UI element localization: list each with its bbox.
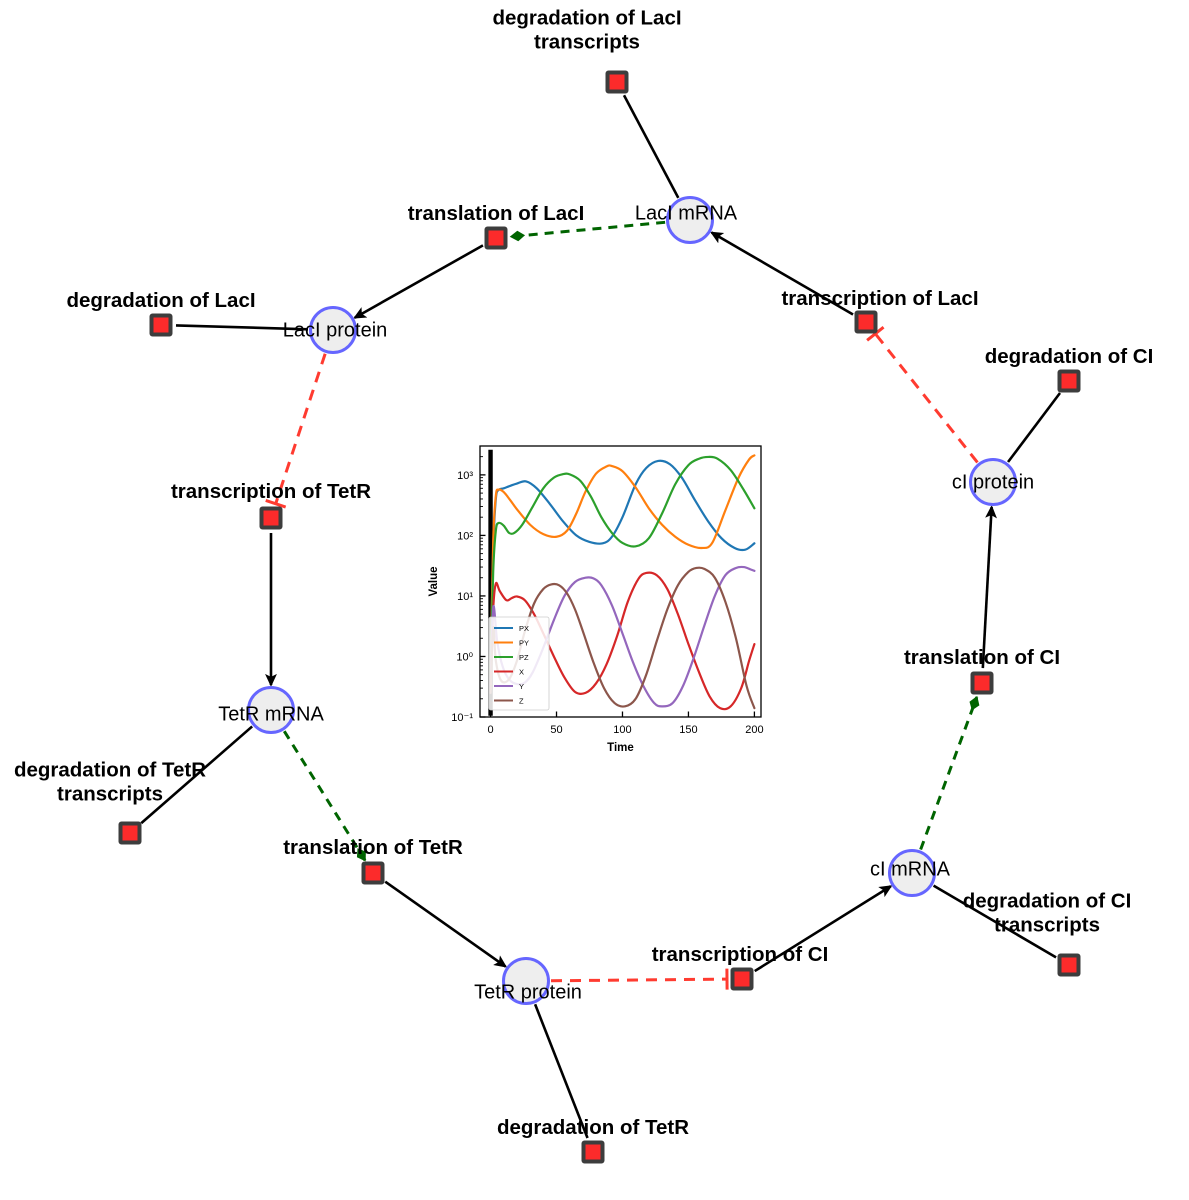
- reaction-node-deg_lacI_transcripts[interactable]: [605, 70, 629, 94]
- reaction-node-transcription_cI[interactable]: [730, 967, 754, 991]
- legend-label-PX: PX: [519, 624, 529, 633]
- reaction-node-deg_cI[interactable]: [1057, 369, 1081, 393]
- reaction-node-transcription_tetR[interactable]: [259, 506, 283, 530]
- reaction-node-transcription_lacI[interactable]: [854, 310, 878, 334]
- edge-substrate: [353, 244, 484, 319]
- species-node-lacI_protein[interactable]: [309, 306, 357, 354]
- timecourse-chart: 10⁻¹ 10⁰ 10¹ 10² 10³ 0 50 100 150 200 Time Value PX P…: [421, 434, 769, 754]
- edge-activation: [282, 730, 367, 862]
- reaction-node-deg_tetR[interactable]: [581, 1140, 605, 1164]
- x-tick-label: 150: [679, 724, 697, 736]
- legend-label-X: X: [519, 668, 524, 677]
- x-axis-title: Time: [607, 742, 634, 754]
- edge-substrate: [932, 884, 1057, 959]
- inhibition-tee-head-icon: [866, 326, 885, 342]
- edge-substrate: [140, 725, 254, 825]
- reaction-node-deg_tetR_transcripts[interactable]: [118, 821, 142, 845]
- legend-label-Y: Y: [519, 682, 524, 691]
- edge-inhibition: [550, 977, 728, 983]
- edge-substrate: [384, 880, 508, 968]
- y-tick-label: 10¹: [457, 591, 473, 603]
- reaction-node-translation_lacI[interactable]: [484, 226, 508, 250]
- y-tick-label: 10²: [457, 530, 473, 542]
- species-node-tetR_protein[interactable]: [502, 957, 550, 1005]
- edge-substrate: [622, 94, 680, 199]
- edge-inhibition: [874, 332, 979, 464]
- x-tick-label: 100: [613, 724, 631, 736]
- y-tick-label: 10⁻¹: [451, 712, 473, 724]
- reaction-node-translation_tetR[interactable]: [361, 861, 385, 885]
- legend-label-PY: PY: [519, 639, 529, 648]
- x-tick-label: 50: [550, 724, 562, 736]
- series-line-PY: [489, 454, 756, 682]
- reaction-node-deg_cI_transcripts[interactable]: [1057, 953, 1081, 977]
- inhibition-tee-head-icon: [265, 499, 287, 509]
- legend-label-Z: Z: [519, 697, 524, 706]
- y-axis-title: Value: [428, 566, 440, 596]
- series-line-PZ: [489, 455, 756, 682]
- species-node-cI_protein[interactable]: [969, 458, 1017, 506]
- edge-substrate: [533, 1003, 589, 1139]
- edge-substrate: [175, 324, 309, 331]
- chart-series-group: [489, 454, 756, 711]
- x-tick-label: 0: [487, 724, 493, 736]
- reaction-node-translation_cI[interactable]: [970, 671, 994, 695]
- edge-substrate: [1006, 392, 1062, 463]
- legend-label-PZ: PZ: [519, 653, 529, 662]
- series-line-X: [489, 571, 756, 711]
- species-node-lacI_mrna[interactable]: [666, 196, 714, 244]
- series-line-PX: [489, 459, 756, 676]
- species-node-tetR_mrna[interactable]: [247, 686, 295, 734]
- chart-legend: PX PY PZ XYZ: [488, 616, 550, 711]
- edge-activation: [919, 695, 980, 851]
- species-node-cI_mrna[interactable]: [888, 849, 936, 897]
- edge-substrate: [981, 505, 997, 669]
- reaction-node-deg_lacI[interactable]: [149, 313, 173, 337]
- y-tick-label: 10³: [457, 470, 473, 482]
- edge-substrate: [754, 885, 893, 973]
- x-tick-label: 200: [745, 724, 763, 736]
- y-tick-label: 10⁰: [456, 651, 473, 663]
- edge-inhibition: [274, 353, 327, 505]
- edge-substrate: [709, 231, 854, 316]
- edge-activation: [509, 220, 666, 242]
